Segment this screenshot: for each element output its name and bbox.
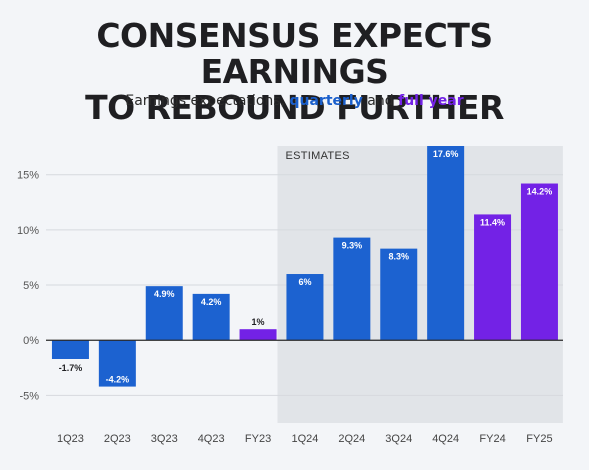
x-tick-label: FY24 [479, 433, 505, 445]
x-tick-label: 1Q23 [57, 433, 84, 445]
bar [333, 237, 371, 341]
data-label: 17.6% [433, 149, 459, 159]
chart-title: CONSENSUS EXPECTS EARNINGS TO REBOUND FU… [0, 18, 589, 126]
subtitle-middle: and [362, 93, 399, 109]
x-tick-label: 3Q24 [385, 433, 412, 445]
x-tick-label: 3Q23 [151, 433, 178, 445]
y-tick-label: 15% [17, 170, 39, 182]
x-tick-label: FY23 [245, 433, 271, 445]
chart-title-line-1: CONSENSUS EXPECTS EARNINGS [96, 16, 493, 91]
x-tick-label: 1Q24 [291, 433, 318, 445]
data-label: -1.7% [59, 363, 83, 373]
chart-subtitle: Earnings expectations, quarterly and ful… [0, 93, 589, 109]
subtitle-prefix: Earnings expectations, [125, 93, 290, 109]
x-tick-label: 4Q24 [432, 433, 459, 445]
estimates-band [277, 146, 563, 423]
bar [51, 340, 89, 359]
data-label: 8.3% [388, 252, 409, 262]
bar [474, 214, 512, 341]
x-tick-label: 2Q24 [338, 433, 365, 445]
data-label: 11.4% [480, 217, 505, 227]
x-tick-label: FY25 [526, 433, 552, 445]
data-label: -4.2% [106, 375, 130, 385]
subtitle-full-year: full year [398, 93, 464, 109]
bar [192, 293, 230, 341]
data-label: 1% [252, 317, 265, 327]
bar [239, 329, 277, 341]
data-label: 14.2% [527, 187, 553, 197]
bar [380, 248, 418, 341]
bar [427, 146, 465, 341]
x-tick-label: 4Q23 [198, 433, 225, 445]
chart-title-line-2: TO REBOUND FURTHER [85, 88, 504, 127]
x-tick-label: 2Q23 [104, 433, 131, 445]
data-label: 4.9% [154, 289, 175, 299]
bar [145, 286, 183, 341]
data-label: 6% [298, 277, 311, 287]
data-label: 4.2% [201, 297, 222, 307]
bar [98, 340, 136, 387]
data-label: 9.3% [342, 241, 363, 251]
estimates-label: ESTIMATES [286, 150, 350, 162]
subtitle-quarterly: quarterly [289, 93, 363, 109]
bar [520, 183, 558, 341]
y-tick-label: 0% [23, 335, 39, 347]
y-tick-label: 5% [23, 280, 39, 292]
y-tick-label: -5% [19, 390, 39, 402]
y-tick-label: 10% [17, 225, 39, 237]
bar [286, 274, 324, 341]
